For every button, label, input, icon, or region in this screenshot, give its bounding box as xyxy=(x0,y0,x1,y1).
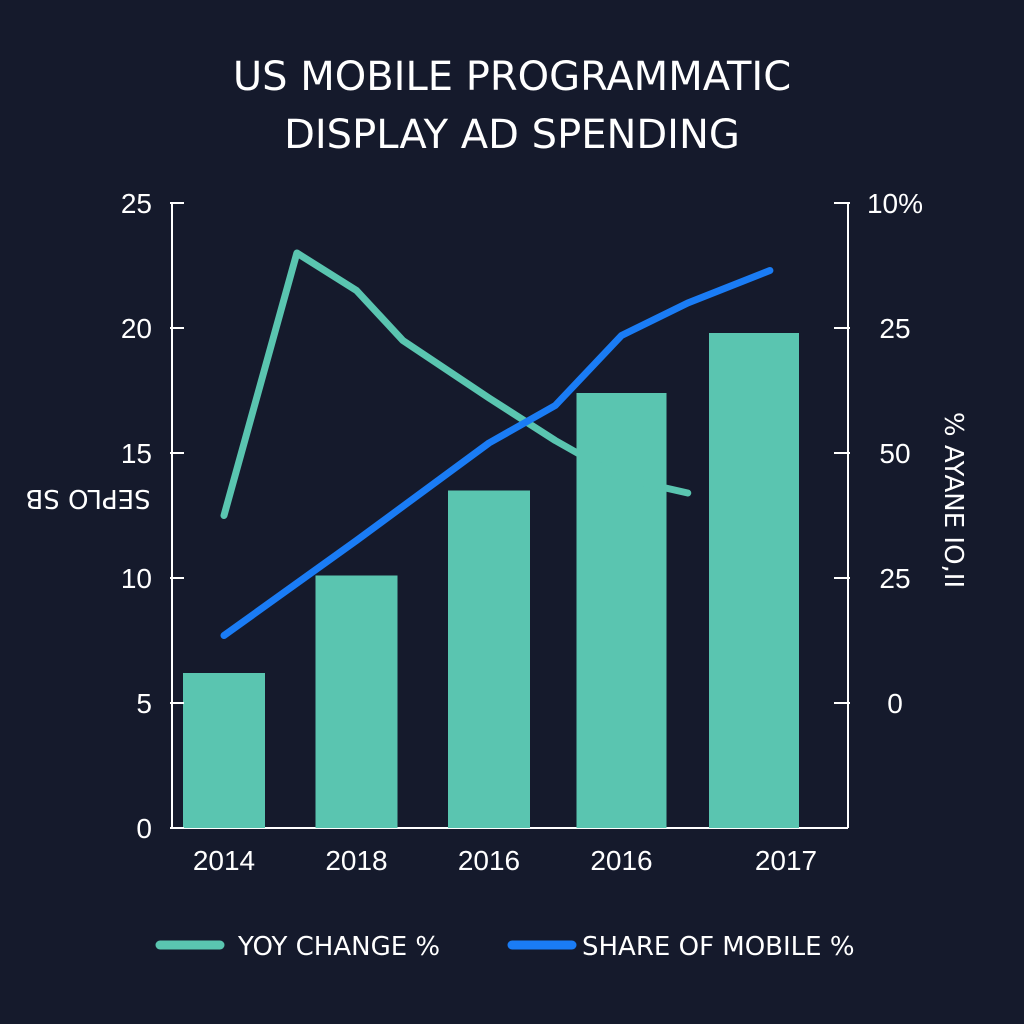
bar-3 xyxy=(576,393,667,828)
x-tick-label-3: 2016 xyxy=(590,845,652,876)
chart-title-line-1: US MOBILE PROGRAMMATIC xyxy=(233,54,791,100)
left-tick-label-1: 20 xyxy=(121,313,152,344)
legend-label-0: YOY CHANGE % xyxy=(237,932,440,962)
series-line-0 xyxy=(220,249,692,519)
left-tick-label-0: 25 xyxy=(121,188,152,219)
lines-layer xyxy=(220,249,774,639)
right-tick-label-3: 25 xyxy=(879,563,910,594)
left-axis-label: SEPLO SB xyxy=(25,483,150,513)
x-tick-label-2: 2016 xyxy=(458,845,520,876)
x-tick-label-1: 2018 xyxy=(325,845,387,876)
bar-1 xyxy=(315,575,398,828)
bar-0 xyxy=(183,673,265,828)
x-tick-label-0: 2014 xyxy=(193,845,255,876)
right-tick-label-2: 50 xyxy=(879,438,910,469)
right-axis-label: % AYANE IO,II xyxy=(938,412,968,588)
left-tick-label-3: 10 xyxy=(121,563,152,594)
legend: YOY CHANGE % SHARE OF MOBILE % xyxy=(155,932,855,962)
right-tick-label-4: 0 xyxy=(887,688,903,719)
x-tick-label-4: 2017 xyxy=(755,845,817,876)
left-tick-label-2: 15 xyxy=(121,438,152,469)
bars-layer xyxy=(183,333,799,828)
legend-label-1: SHARE OF MOBILE % xyxy=(582,932,855,962)
left-tick-label-4: 5 xyxy=(136,688,152,719)
bar-4 xyxy=(709,333,799,828)
right-tick-label-0: 10% xyxy=(867,188,923,219)
chart-title-line-2: DISPLAY AD SPENDING xyxy=(284,112,740,158)
series-line-1 xyxy=(220,267,774,639)
right-tick-label-1: 25 xyxy=(879,313,910,344)
left-tick-label-5: 0 xyxy=(136,813,152,844)
bar-2 xyxy=(448,490,530,828)
